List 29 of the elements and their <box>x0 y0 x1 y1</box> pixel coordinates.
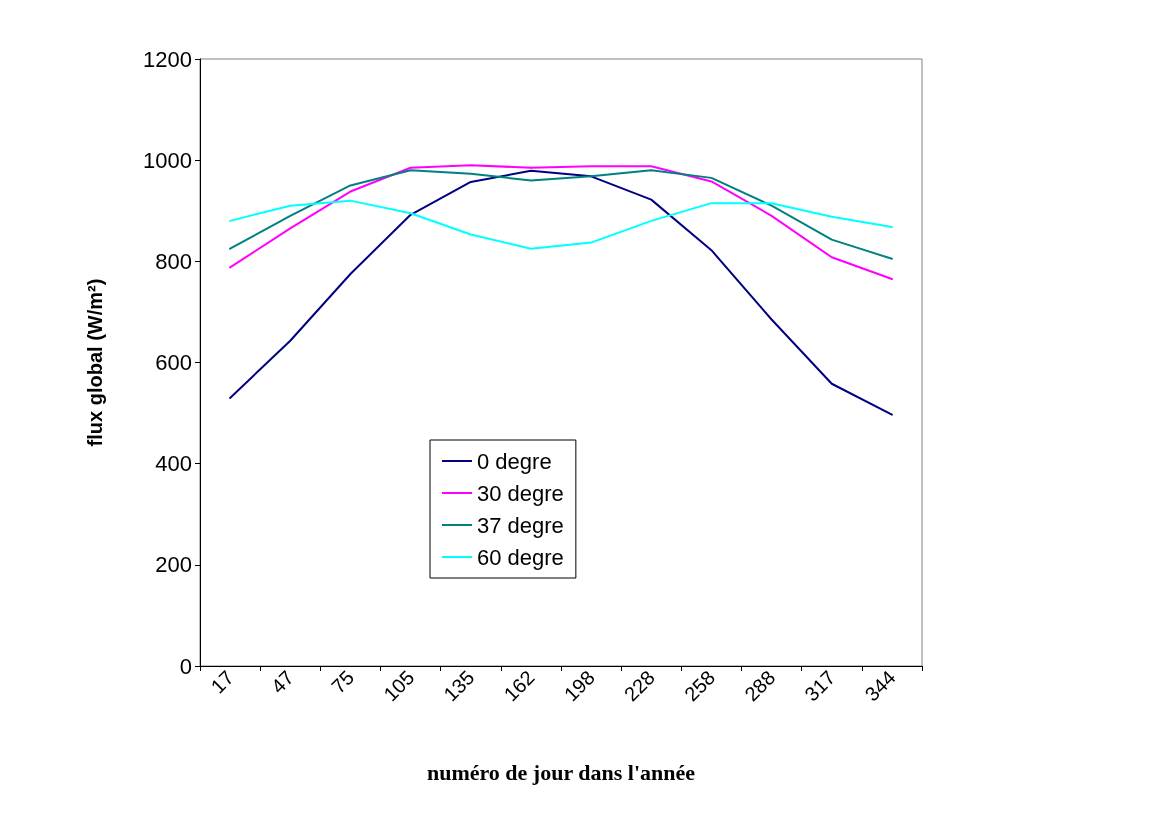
y-tick-label: 200 <box>155 552 192 578</box>
line-series <box>229 199 893 250</box>
x-tick-label: 17 <box>206 666 238 698</box>
line-series <box>229 164 893 281</box>
x-tick-label: 344 <box>860 666 900 706</box>
x-tick-label: 47 <box>266 666 299 698</box>
y-tick-label: 600 <box>155 350 192 375</box>
x-tick-label: 228 <box>619 666 660 706</box>
y-axis-title: flux global (W/m²) <box>84 278 106 447</box>
x-tick-label: 75 <box>326 666 359 698</box>
x-tick-label: 105 <box>379 666 419 706</box>
legend-label: 60 degre <box>477 544 564 570</box>
legend-label: 30 degre <box>477 480 564 506</box>
line-series <box>229 169 893 416</box>
legend-label: 37 degre <box>477 512 564 538</box>
legend-label: 0 degre <box>477 448 552 474</box>
x-tick-label: 317 <box>800 666 840 706</box>
y-tick-label: 0 <box>179 653 192 679</box>
x-tick-label: 288 <box>740 666 780 706</box>
y-tick-label: 400 <box>155 451 192 477</box>
line-series <box>229 169 893 260</box>
x-tick-label: 258 <box>680 666 720 706</box>
x-tick-label: 135 <box>439 666 479 706</box>
y-tick-label: 1200 <box>143 46 192 72</box>
x-axis-title: numéro de jour dans l'année <box>426 759 696 785</box>
y-tick-label: 800 <box>155 248 192 274</box>
x-tick-label: 162 <box>499 666 539 706</box>
x-tick-label: 198 <box>559 666 599 706</box>
y-tick-label: 1000 <box>143 147 192 173</box>
